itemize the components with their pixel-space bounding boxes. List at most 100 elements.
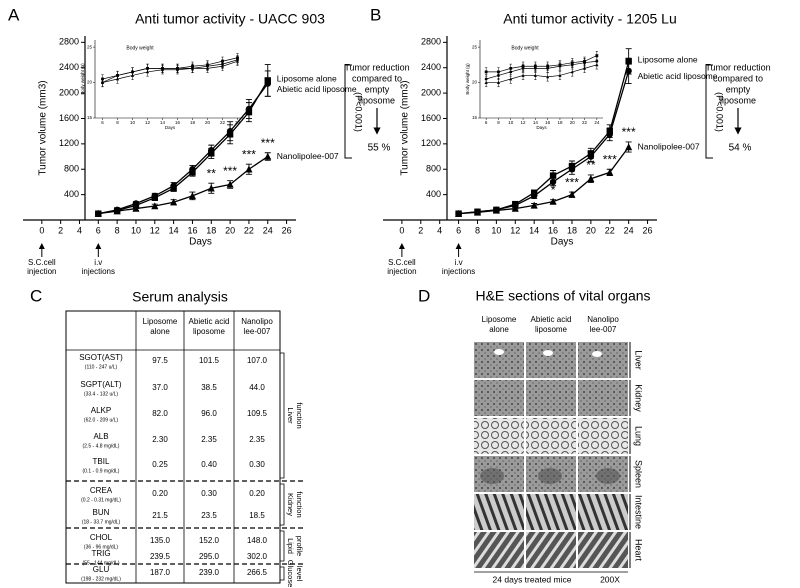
tissue-image — [526, 532, 576, 568]
row-name: TRIG — [91, 549, 110, 558]
row-range: (0.1 - 0.9 mg/dL) — [83, 468, 120, 474]
y-axis-label: Tumor volume (mm3) — [38, 80, 49, 175]
marker — [558, 64, 562, 68]
row-range: (2.5 - 4.8 mg/dL) — [83, 443, 120, 449]
series-line — [102, 59, 238, 83]
row-name: BUN — [93, 508, 110, 517]
note-line: compared to — [352, 73, 402, 83]
event-label: S.C.cell — [28, 258, 56, 267]
row-name: GLU — [93, 565, 110, 574]
marker — [115, 77, 120, 81]
y-tick-label: 25 — [472, 44, 478, 49]
x-tick-label: 22 — [582, 120, 588, 125]
x-tick-label: 18 — [557, 120, 563, 125]
table-frame — [65, 310, 281, 584]
marker — [226, 180, 234, 188]
cell: 152.0 — [199, 536, 220, 545]
marker — [568, 166, 576, 173]
marker — [455, 209, 463, 217]
column-header: liposome — [193, 327, 226, 336]
cell: 107.0 — [247, 356, 268, 365]
series-line — [486, 64, 597, 83]
tissue-image — [474, 418, 524, 454]
cell: 101.5 — [199, 356, 220, 365]
row-label: Kidney — [634, 384, 644, 412]
row-range: (110 - 247 u/L) — [85, 364, 118, 370]
y-axis-label: Body weight (g) — [80, 63, 85, 95]
group-label: level — [295, 566, 304, 582]
cell: 37.0 — [152, 383, 168, 392]
y-tick-label: 2000 — [59, 87, 79, 97]
chart-title: Anti tumor activity - 1205 Lu — [503, 11, 677, 27]
p-value: (P<0.001) — [354, 92, 364, 132]
y-tick-label: 1600 — [421, 113, 441, 123]
bracket — [344, 64, 352, 159]
x-tick-label: 4 — [437, 225, 442, 235]
marker — [533, 73, 537, 77]
tissue-vessel — [494, 349, 504, 355]
tissue-image — [474, 532, 524, 568]
chart-title: Body weight — [511, 45, 539, 51]
x-tick-label: 4 — [77, 225, 82, 235]
marker — [264, 80, 271, 87]
tissue-image — [474, 494, 524, 530]
column-header: Nanolipo — [587, 315, 619, 324]
marker — [145, 70, 150, 74]
y-tick-label: 800 — [64, 164, 79, 174]
x-axis-label: Days — [536, 125, 547, 130]
inset-background — [87, 32, 257, 124]
marker — [189, 166, 196, 173]
note-line: liposome — [359, 95, 395, 105]
group-bracket — [280, 352, 285, 479]
y-tick-label: 15 — [87, 115, 93, 120]
marker — [583, 66, 587, 70]
tissue-image — [578, 342, 628, 378]
x-tick-label: 16 — [187, 225, 197, 235]
cell: 148.0 — [247, 536, 268, 545]
panel-title: H&E sections of vital organs — [475, 288, 650, 304]
x-tick-label: 8 — [497, 120, 500, 125]
marker — [587, 153, 595, 160]
marker — [473, 208, 482, 216]
cell: 187.0 — [150, 568, 171, 577]
cell: 302.0 — [247, 552, 268, 561]
significance: ** — [207, 166, 217, 180]
x-tick-label: 14 — [529, 225, 539, 235]
x-tick-label: 14 — [160, 120, 166, 125]
y-tick-label: 400 — [426, 189, 441, 199]
column-header: liposome — [535, 325, 568, 334]
tissue-image — [578, 494, 628, 530]
series-label: Liposome alone — [277, 74, 337, 84]
panel-letter: B — [370, 5, 381, 24]
cell: 0.20 — [249, 489, 265, 498]
row-range: (62.0 - 209 u/L) — [84, 417, 119, 423]
marker — [568, 190, 576, 198]
column-header: Nanolipo — [241, 317, 273, 326]
panel-letter: D — [418, 286, 430, 305]
significance: * — [551, 183, 556, 197]
marker — [496, 80, 500, 84]
cell: 0.20 — [152, 489, 168, 498]
marker — [100, 80, 105, 84]
series-line — [102, 60, 238, 83]
x-tick-label: 24 — [624, 225, 634, 235]
marker — [549, 197, 557, 205]
x-tick-label: 16 — [548, 225, 558, 235]
y-tick-label: 1200 — [421, 138, 441, 148]
y-tick-label: 1600 — [59, 113, 79, 123]
x-tick-label: 26 — [282, 225, 292, 235]
marker — [521, 73, 525, 77]
series-label: Liposome alone — [638, 55, 698, 65]
column-header: Abietic acid — [189, 317, 230, 326]
x-tick-label: 14 — [169, 225, 179, 235]
x-tick-label: 20 — [586, 225, 596, 235]
marker — [583, 61, 586, 65]
marker — [130, 73, 135, 77]
cell: 97.5 — [152, 356, 168, 365]
significance: *** — [223, 164, 237, 178]
panel-letter: C — [30, 286, 42, 305]
x-tick-label: 20 — [570, 120, 576, 125]
row-range: (36 - 96 mg/dL) — [84, 544, 119, 550]
significance: *** — [603, 152, 617, 166]
x-tick-label: 22 — [220, 120, 226, 125]
